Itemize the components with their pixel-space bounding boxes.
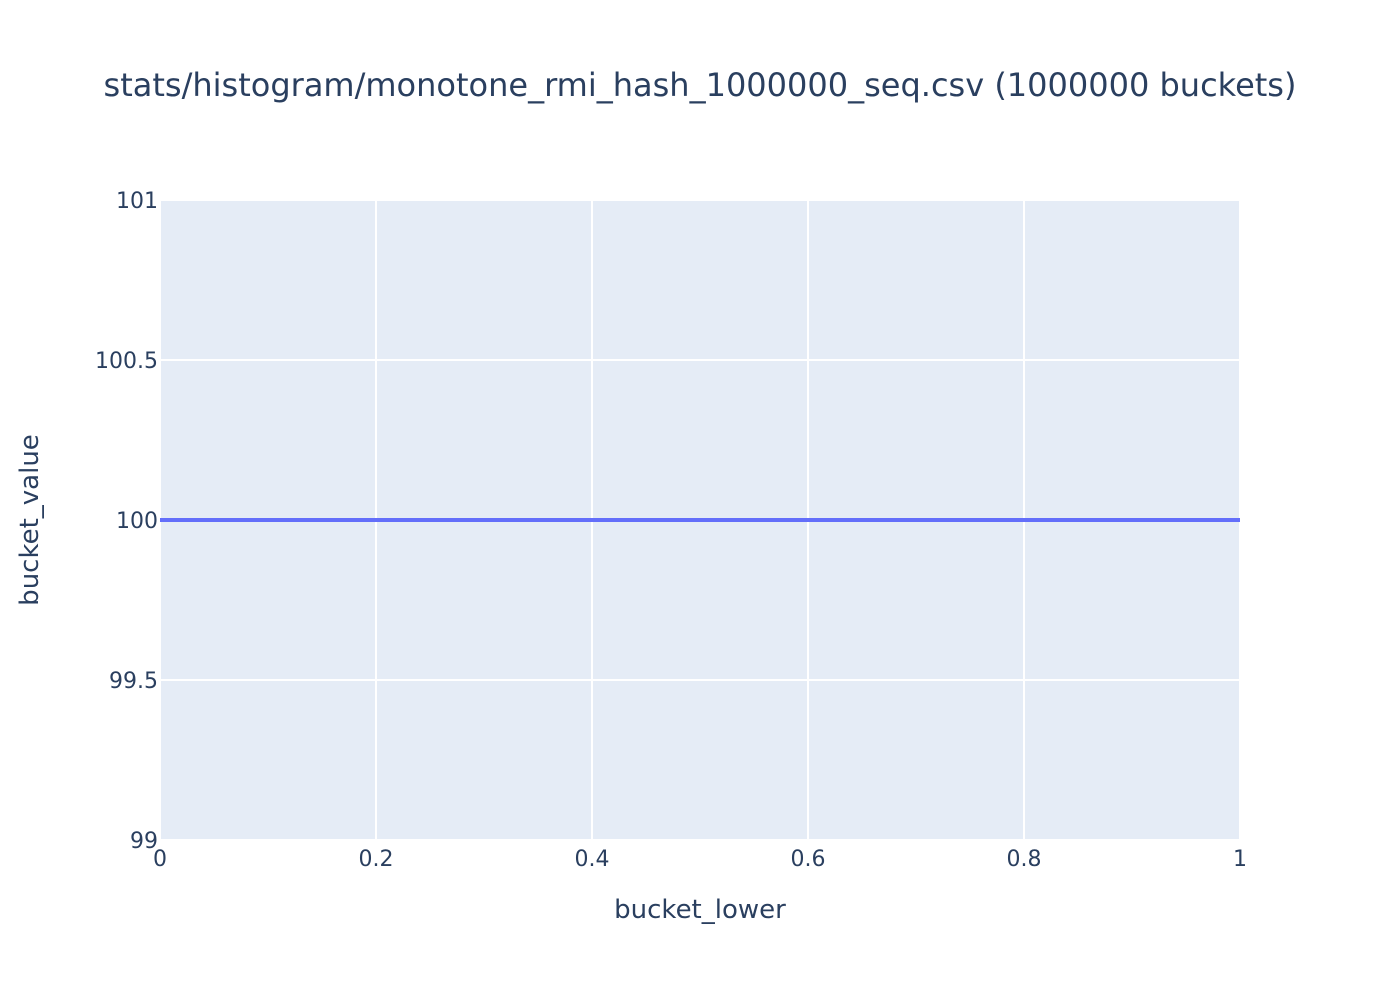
y-axis-title: bucket_value bbox=[15, 434, 45, 606]
x-tick-label: 0.2 bbox=[359, 847, 394, 872]
y-tick-label: 101 bbox=[116, 189, 158, 214]
x-tick-label: 0.8 bbox=[1007, 847, 1042, 872]
x-tick-label: 0.6 bbox=[791, 847, 826, 872]
chart-title: stats/histogram/monotone_rmi_hash_100000… bbox=[103, 66, 1297, 104]
y-tick-label: 99 bbox=[130, 829, 158, 854]
y-tick-label: 99.5 bbox=[109, 669, 158, 694]
y-tick-labels: 99 99.5 100 100.5 101 bbox=[95, 189, 158, 854]
x-axis-title: bucket_lower bbox=[614, 895, 786, 925]
y-tick-label: 100.5 bbox=[95, 349, 158, 374]
x-tick-label: 0.4 bbox=[575, 847, 610, 872]
x-tick-label: 1 bbox=[1233, 847, 1247, 872]
y-tick-label: 100 bbox=[116, 509, 158, 534]
x-tick-labels: 0 0.2 0.4 0.6 0.8 1 bbox=[153, 847, 1247, 872]
x-tick-label: 0 bbox=[153, 847, 167, 872]
